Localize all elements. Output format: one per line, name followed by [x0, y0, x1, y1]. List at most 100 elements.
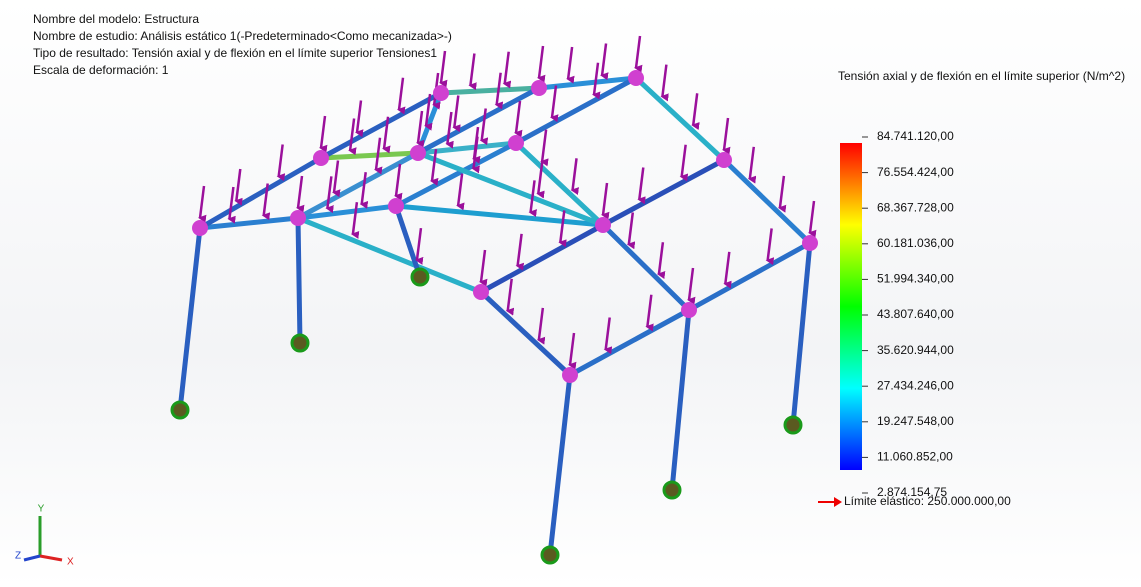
load-arrow: [479, 249, 488, 287]
beam: [197, 155, 324, 231]
header: Nombre del modelo: Estructura Nombre de e…: [33, 12, 452, 77]
load-arrow: [348, 118, 357, 156]
load-arrow: [568, 332, 577, 370]
load-arrow: [276, 144, 286, 182]
load-arrow: [537, 45, 546, 83]
legend-label: 27.434.246,00: [877, 378, 954, 392]
beam: [295, 150, 421, 221]
load-arrow: [777, 175, 787, 213]
load-arrow: [634, 35, 643, 73]
load-arrow: [414, 227, 424, 265]
load-arrow: [198, 185, 207, 223]
load-arrow: [722, 117, 731, 155]
beam: [415, 150, 606, 228]
node-load: [192, 220, 208, 236]
beam: [721, 157, 813, 246]
load-arrow: [765, 228, 775, 266]
column: [790, 240, 813, 428]
load-arrow: [514, 100, 523, 138]
node-load: [388, 198, 404, 214]
load-arrow: [468, 53, 477, 91]
load-arrow: [430, 148, 439, 186]
fixture: [662, 480, 682, 500]
load-arrow: [359, 172, 369, 209]
beam: [438, 85, 542, 96]
load-arrow: [494, 72, 504, 110]
load-arrow: [536, 161, 545, 199]
beam: [197, 215, 301, 231]
load-arrow: [424, 93, 433, 131]
load-arrow: [558, 210, 567, 248]
load-arrow: [505, 278, 515, 316]
load-arrow: [592, 62, 601, 100]
header-line: Tipo de resultado: Tensión axial y de fl…: [33, 46, 437, 60]
load-arrow: [374, 137, 383, 175]
load-arrow: [397, 77, 406, 115]
load-arrow: [723, 251, 732, 289]
legend-labels: 84.741.120,00 76.554.424,00 68.367.728,00 6…: [862, 129, 954, 499]
load-arrow: [550, 85, 559, 123]
load-arrow: [319, 115, 328, 153]
legend-label: 60.181.036,00: [877, 236, 954, 250]
fixture: [410, 267, 430, 287]
node-load: [313, 150, 329, 166]
load-arrow: [479, 108, 489, 146]
load-arrow: [637, 167, 646, 205]
load-arrow: [603, 317, 613, 355]
load-arrow: [656, 242, 666, 279]
load-arrow: [502, 51, 512, 89]
legend-label: 84.741.120,00: [877, 129, 954, 143]
axis-z: Z: [15, 551, 21, 562]
beam: [393, 203, 606, 228]
load-arrow: [679, 144, 689, 182]
header-line: Nombre del modelo: Estructura: [33, 12, 199, 26]
beam: [600, 222, 692, 313]
load-arrow: [416, 110, 425, 148]
yield-limit: Límite elástico: 250.000.000,00: [844, 494, 1011, 508]
load-arrow: [660, 64, 669, 102]
node-load: [508, 135, 524, 151]
node-load: [433, 85, 449, 101]
load-arrow: [645, 294, 654, 332]
legend-label: 19.247.548,00: [877, 414, 954, 428]
load-arrow: [566, 46, 575, 84]
load-arrow: [536, 307, 546, 345]
legend-label: 68.367.728,00: [877, 200, 954, 214]
load-arrow: [747, 146, 757, 184]
beam: [686, 240, 813, 313]
load-arrow: [382, 116, 391, 154]
beam: [513, 140, 606, 228]
header-line: Escala de deformación: 1: [33, 63, 169, 77]
yield-arrow-head: [834, 497, 842, 507]
header-line: Nombre de estudio: Análisis estático 1(-…: [33, 29, 452, 43]
color-bar: [840, 143, 862, 470]
beam: [478, 222, 606, 295]
beam: [600, 157, 727, 228]
beam: [393, 140, 519, 209]
triad: Y X Z: [15, 504, 74, 568]
node-load: [531, 80, 547, 96]
load-arrow: [691, 93, 700, 131]
load-arrow: [687, 267, 696, 305]
load-arrow: [600, 43, 609, 81]
load-arrow: [471, 136, 480, 174]
axis-x: X: [67, 557, 74, 568]
fixture: [170, 400, 190, 420]
node-load: [410, 145, 426, 161]
load-arrow: [296, 175, 305, 213]
load-arrow: [808, 200, 817, 238]
load-arrow: [350, 202, 360, 239]
load-arrow: [515, 233, 525, 271]
load-arrow: [439, 50, 448, 88]
beam: [295, 203, 399, 221]
load-arrow: [227, 186, 236, 224]
node-load: [628, 70, 644, 86]
fixture: [540, 545, 560, 565]
beam: [318, 90, 444, 161]
axis-y: Y: [38, 504, 45, 515]
node-load: [802, 235, 818, 251]
load-arrow: [332, 160, 341, 198]
node-load: [716, 152, 732, 168]
fixture: [290, 333, 310, 353]
